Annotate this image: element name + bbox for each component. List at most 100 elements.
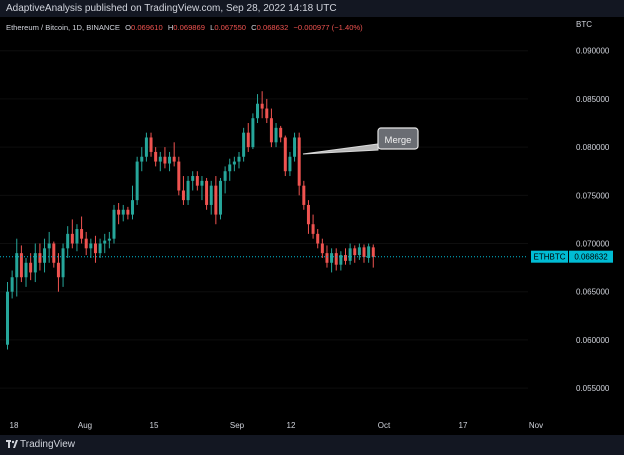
last-price-label: 0.068632 xyxy=(569,250,613,263)
candle-body xyxy=(144,137,148,157)
chart-area[interactable]: Merge Ethereum / Bitcoin, 1D, BINANCE O0… xyxy=(0,17,624,435)
candle-body xyxy=(149,137,153,152)
candle-body xyxy=(19,253,23,278)
ohlc-legend: Ethereum / Bitcoin, 1D, BINANCE O0.06961… xyxy=(6,23,363,32)
candle-body xyxy=(98,243,102,254)
candle-body xyxy=(246,132,250,148)
legend-open-value: 0.069610 xyxy=(131,23,163,32)
candle-body xyxy=(131,200,135,215)
legend-low-value: 0.067550 xyxy=(214,23,246,32)
candle-body xyxy=(353,248,357,256)
candle-body xyxy=(66,233,70,249)
time-tick-label: Aug xyxy=(78,421,92,430)
candle-body xyxy=(195,176,199,186)
merge-annotation-pointer xyxy=(302,143,379,155)
symbol-label-bg xyxy=(531,250,568,263)
merge-annotation[interactable]: Merge xyxy=(302,127,419,155)
candle-body xyxy=(297,137,301,186)
candle-body xyxy=(107,238,111,241)
candle-body xyxy=(6,291,9,345)
candle-body xyxy=(70,233,74,244)
candle-body xyxy=(24,262,28,278)
candle-body xyxy=(371,247,375,257)
candle-body xyxy=(89,243,93,249)
candle-body xyxy=(52,243,56,263)
candle-body xyxy=(112,209,116,239)
candle-body xyxy=(47,243,51,249)
candle-body xyxy=(121,209,125,215)
publish-info: AdaptiveAnalysis published on TradingVie… xyxy=(6,3,337,14)
footer-bar: TradingView xyxy=(0,435,624,455)
legend-symbol: Ethereum / Bitcoin, 1D, BINANCE xyxy=(6,23,120,32)
price-tick-label: 0.070000 xyxy=(576,240,610,249)
time-tick-label: Nov xyxy=(529,421,543,430)
candles xyxy=(6,91,375,350)
candle-body xyxy=(168,156,172,164)
candle-body xyxy=(80,229,84,239)
legend-close-label: C xyxy=(251,23,257,32)
candle-body xyxy=(330,253,334,263)
candle-body xyxy=(242,132,246,157)
price-tick-label: 0.065000 xyxy=(576,288,610,297)
candle-body xyxy=(288,156,292,172)
legend-close-value: 0.068632 xyxy=(257,23,289,32)
candle-body xyxy=(228,164,232,172)
candlestick-chart[interactable]: Merge Ethereum / Bitcoin, 1D, BINANCE O0… xyxy=(0,17,624,435)
candle-body xyxy=(311,224,315,234)
candle-body xyxy=(283,137,287,172)
candle-body xyxy=(269,118,273,143)
time-tick-label: Sep xyxy=(230,421,245,430)
candle-body xyxy=(214,185,218,215)
candle-body xyxy=(334,253,338,265)
candle-body xyxy=(274,127,278,143)
candle-body xyxy=(343,255,347,261)
candle-body xyxy=(75,229,79,244)
symbol-label-text: ETHBTC xyxy=(534,253,566,262)
price-tick-label: 0.055000 xyxy=(576,384,610,393)
candle-body xyxy=(15,253,19,278)
last-price-label-text: 0.068632 xyxy=(574,253,608,262)
last-price-label-bg xyxy=(569,250,613,263)
candle-body xyxy=(205,180,209,205)
price-tick-label: 0.080000 xyxy=(576,143,610,152)
candle-body xyxy=(223,171,227,181)
candle-body xyxy=(348,248,352,261)
legend-open-label: O xyxy=(125,23,131,32)
time-axis[interactable]: 18 Aug 15 Sep 12 Oct 17 Nov xyxy=(10,421,544,430)
legend-change: −0.000977 (−1.40%) xyxy=(293,23,363,32)
candle-body xyxy=(140,156,144,162)
candle-body xyxy=(177,161,181,191)
candle-body xyxy=(84,238,88,249)
merge-annotation-text: Merge xyxy=(385,135,412,146)
candle-body xyxy=(325,253,329,263)
candle-body xyxy=(186,180,190,201)
candle-body xyxy=(200,180,204,186)
time-tick-label: Oct xyxy=(378,421,391,430)
candle-body xyxy=(43,248,47,263)
tradingview-logo-icon xyxy=(6,440,18,448)
candle-body xyxy=(316,233,320,244)
time-tick-label: 17 xyxy=(459,421,468,430)
candle-body xyxy=(362,247,366,257)
candle-body xyxy=(265,108,269,119)
candle-body xyxy=(191,176,195,181)
candle-body xyxy=(38,253,42,263)
grid xyxy=(0,50,528,389)
publish-header: AdaptiveAnalysis published on TradingVie… xyxy=(0,0,624,17)
price-tick-label: 0.060000 xyxy=(576,336,610,345)
candle-body xyxy=(135,161,139,201)
candle-body xyxy=(251,118,255,148)
merge-annotation-box[interactable] xyxy=(377,127,419,150)
candle-body xyxy=(158,156,162,162)
candle-body xyxy=(237,156,241,162)
legend-high-label: H xyxy=(168,23,173,32)
time-tick-label: 15 xyxy=(150,421,159,430)
candle-body xyxy=(306,204,310,225)
price-axis[interactable]: 0.090000 0.085000 0.080000 0.075000 0.070000… xyxy=(576,47,610,393)
candle-body xyxy=(56,262,60,278)
candle-body xyxy=(117,209,121,215)
candle-body xyxy=(320,243,324,254)
time-tick-label: 12 xyxy=(287,421,296,430)
candle-body xyxy=(357,247,361,256)
symbol-label: ETHBTC xyxy=(531,250,568,263)
